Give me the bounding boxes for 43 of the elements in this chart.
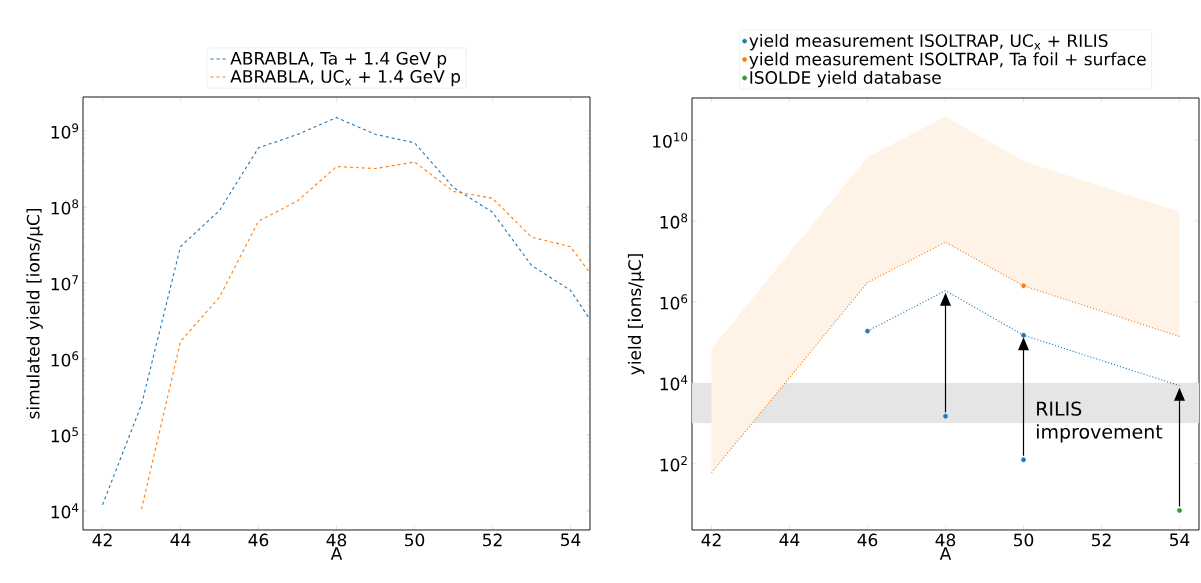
annotation: RILIS improvement bbox=[1037, 401, 1163, 443]
line-series bbox=[101, 117, 591, 506]
x-tick-label: 50 bbox=[1014, 533, 1034, 547]
x-tick-label: 52 bbox=[1092, 533, 1111, 547]
x-tick-label: 54 bbox=[561, 533, 581, 547]
y-tick-label: 10$^{4}$ bbox=[660, 375, 688, 391]
x-tick-label: 42 bbox=[92, 533, 112, 547]
x-tick-label: 48 bbox=[326, 533, 347, 547]
x-tick-label: 42 bbox=[701, 533, 721, 547]
y-axis-title: simulated yield [ions/μC] bbox=[26, 208, 43, 419]
y-tick-label: 10$^{4}$ bbox=[51, 503, 79, 519]
x-tick-label: 54 bbox=[1170, 533, 1190, 547]
y-tick-label: 10$^{6}$ bbox=[660, 294, 688, 310]
point bbox=[1021, 457, 1026, 463]
x-tick-label: 44 bbox=[170, 533, 191, 546]
legend-label: yield measurement ISOLTRAP, UC$_{x}$ + RILIS bbox=[749, 33, 1108, 51]
y-tick-label: 10$^{7}$ bbox=[51, 275, 78, 291]
x-tick-label: 46 bbox=[248, 533, 269, 547]
point bbox=[1021, 283, 1026, 289]
x-tick-label: 52 bbox=[483, 533, 502, 547]
x-tick-label: 50 bbox=[405, 533, 425, 547]
y-tick-label: 10$^{10}$ bbox=[653, 132, 688, 148]
legend-label: ABRABLA, UC$_{x}$ + 1.4 GeV p bbox=[230, 70, 461, 87]
y-tick-label: 10$^{5}$ bbox=[51, 427, 78, 443]
y-axis-title: yield [ions/μC] bbox=[627, 254, 645, 375]
legend-label: yield measurement ISOLTRAP, Ta foil + surface bbox=[749, 52, 1146, 69]
x-tick-label: 46 bbox=[857, 533, 878, 547]
point bbox=[865, 328, 870, 334]
y-tick-label: 10$^{8}$ bbox=[660, 213, 688, 229]
legend-label: ABRABLA, Ta + 1.4 GeV p bbox=[230, 51, 447, 69]
x-axis-title: A bbox=[330, 547, 343, 560]
line-series bbox=[140, 161, 591, 510]
point bbox=[943, 413, 948, 419]
y-tick-label: 10$^{9}$ bbox=[51, 123, 79, 139]
legend-label: ISOLDE yield database bbox=[750, 70, 941, 88]
y-tick-label: 10$^{8}$ bbox=[51, 199, 79, 215]
x-tick-label: 48 bbox=[935, 533, 956, 547]
y-tick-label: 10$^{2}$ bbox=[660, 456, 687, 472]
x-axis-title: A bbox=[939, 547, 952, 560]
y-tick-label: 10$^{6}$ bbox=[51, 351, 79, 367]
x-tick-label: 44 bbox=[779, 533, 800, 546]
point bbox=[1021, 332, 1026, 338]
point bbox=[1177, 508, 1182, 513]
